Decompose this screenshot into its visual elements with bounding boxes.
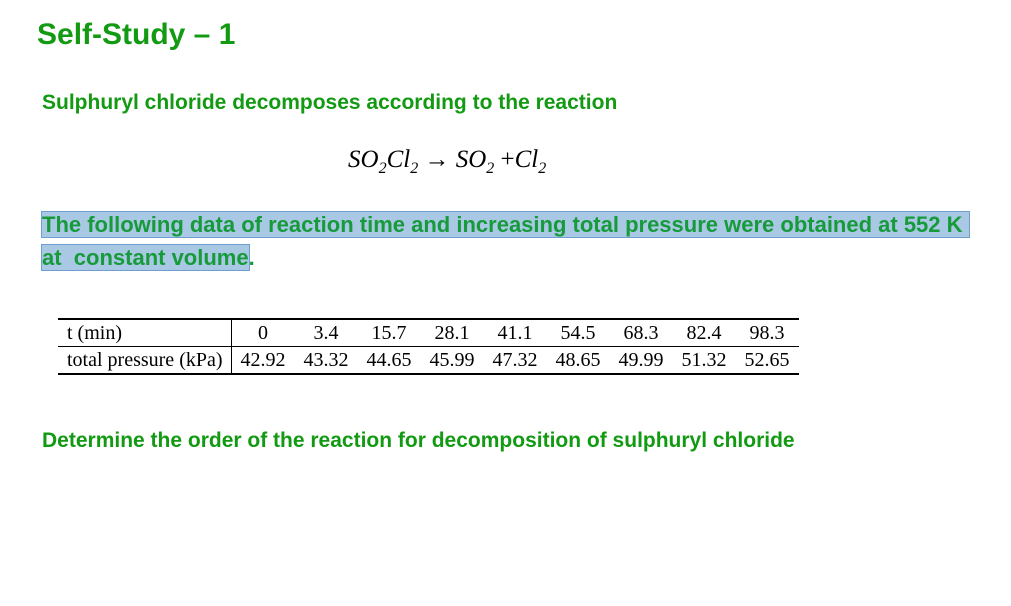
eq-text: Cl bbox=[386, 146, 411, 173]
table-cell: 43.32 bbox=[303, 349, 349, 371]
eq-sub: 2 bbox=[538, 160, 547, 177]
table-cell: 42.92 bbox=[240, 349, 286, 371]
intro-text: Sulphuryl chloride decomposes according … bbox=[42, 91, 618, 114]
eq-sub: 2 bbox=[378, 160, 387, 177]
table-cell: 51.32 bbox=[681, 349, 727, 371]
eq-text: SO bbox=[455, 146, 487, 173]
table-cell: 82.4 bbox=[672, 319, 736, 347]
table-cell: 98.3 bbox=[735, 319, 799, 347]
highlighted-text: The following data of reaction time and … bbox=[41, 211, 970, 271]
paragraph-end: . bbox=[248, 245, 255, 270]
eq-sub: 2 bbox=[486, 160, 495, 177]
question: Determine the order of the reaction for … bbox=[42, 429, 795, 452]
table-cell: 0 bbox=[231, 319, 295, 347]
table-cell: 44.65 bbox=[366, 349, 412, 371]
table-cell: 48.65 bbox=[555, 349, 601, 371]
table-row: t (min) 0 3.4 15.7 28.1 41.1 54.5 68.3 82.4 98.3 bbox=[58, 319, 799, 347]
table-cell: 52.65 bbox=[744, 349, 790, 371]
equation: SO2Cl2 → SO2 +Cl2 bbox=[348, 146, 546, 178]
table-cell: 68.3 bbox=[609, 319, 673, 347]
table-cell: 28.1 bbox=[420, 319, 484, 347]
table-cell: 45.99 bbox=[429, 349, 475, 371]
table-cell: 49.99 bbox=[618, 349, 664, 371]
table-cell: 47.32 bbox=[492, 349, 538, 371]
eq-text: SO bbox=[348, 146, 379, 173]
paragraph: The following data of reaction time and … bbox=[41, 208, 972, 274]
table-cell: 41.1 bbox=[483, 319, 547, 347]
row-header: total pressure (kPa) bbox=[58, 346, 232, 374]
table-row: total pressure (kPa) 42.92 43.32 44.65 45.99… bbox=[58, 346, 799, 374]
row-header: t (min) bbox=[58, 319, 232, 347]
table-cell: 3.4 bbox=[294, 319, 358, 347]
eq-text: Cl bbox=[514, 146, 539, 173]
table-cell: 15.7 bbox=[357, 319, 421, 347]
eq-sub: 2 bbox=[410, 160, 419, 177]
data-table: t (min) 0 3.4 15.7 28.1 41.1 54.5 68.3 82.4 98.3 t… bbox=[58, 318, 799, 375]
title: Self-Study – 1 bbox=[37, 18, 236, 51]
table-cell: 54.5 bbox=[546, 319, 610, 347]
eq-plus: + bbox=[500, 146, 515, 173]
eq-arrow: → bbox=[424, 146, 450, 173]
